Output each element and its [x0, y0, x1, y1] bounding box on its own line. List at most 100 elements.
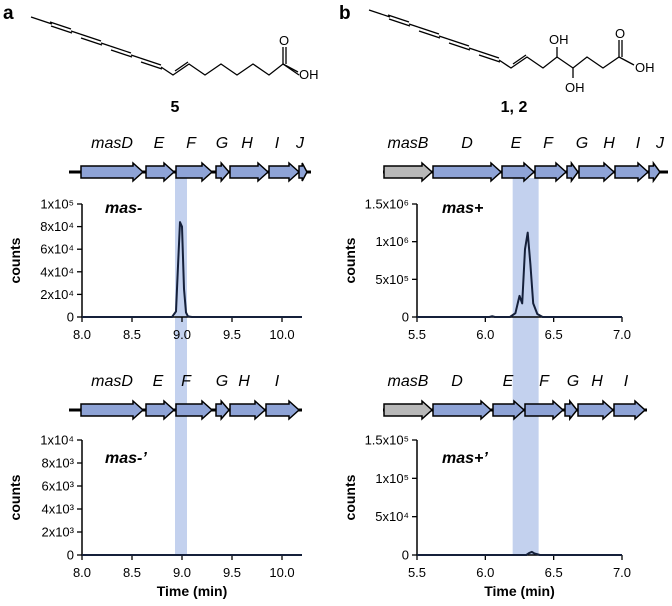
gene-label: F	[181, 373, 192, 390]
x-tick-label: 8.0	[73, 565, 91, 580]
gene-label: G	[216, 135, 228, 152]
gene-arrow	[383, 399, 434, 421]
atom-o: O	[615, 26, 625, 41]
x-tick-label: 5.5	[408, 327, 426, 342]
gene-label: G	[567, 373, 579, 390]
y-tick-label: 2x10⁴	[40, 287, 74, 302]
y-tick-label: 2x10³	[41, 525, 74, 540]
compound-label-a: 5	[171, 99, 180, 116]
gene-arrow	[298, 162, 308, 182]
y-tick-label: 0	[67, 310, 74, 325]
x-tick-label: 7.0	[613, 327, 631, 342]
gene-label: E	[153, 373, 164, 390]
gene-label: I	[636, 135, 641, 152]
chart-0: 8.0 8.5 9.0 9.5 10.0 0 2x10⁴ 4x10⁴ 6x10⁴ 8x10⁴ 1x1…	[7, 197, 302, 342]
structure-1-2	[368, 9, 635, 78]
y-axis-title: counts	[7, 474, 23, 520]
y-tick-label: 1x10⁴	[40, 433, 74, 448]
gene-label: F	[186, 135, 197, 152]
y-tick-label: 6x10⁴	[40, 242, 74, 257]
gene-arrow	[215, 160, 230, 184]
y-tick-label: 4x10⁴	[40, 264, 74, 279]
gene-arrow	[566, 160, 579, 184]
gene-arrow	[578, 161, 616, 183]
highlight-band	[175, 178, 187, 555]
trace-label: mas+	[442, 200, 483, 217]
x-tick-label: 9.0	[173, 565, 191, 580]
gene-label: E	[503, 373, 514, 390]
gene-label: I	[275, 373, 280, 390]
gene-cluster: masB D E F G H I J	[383, 135, 668, 184]
y-tick-label: 0	[402, 310, 409, 325]
y-tick-label: 1.5x10⁶	[365, 197, 409, 212]
gene-arrow	[145, 161, 176, 183]
chart-2: 8.0 8.5 9.0 9.5 10.0 0 2x10³ 4x10³ 6x10³ 8x10³ 1x1…	[7, 433, 302, 599]
x-axis-title: Time (min)	[484, 583, 555, 599]
chromatogram-trace	[417, 231, 622, 318]
gene-label: F	[543, 135, 554, 152]
x-tick-label: 7.0	[613, 565, 631, 580]
gene-arrow	[145, 399, 176, 421]
x-tick-label: 6.5	[545, 565, 563, 580]
atom-oh: OH	[635, 60, 655, 75]
gene-arrow	[614, 161, 650, 183]
gene-label: E	[154, 135, 165, 152]
gene-label: G	[216, 373, 228, 390]
atom-oh: OH	[299, 67, 319, 82]
gene-label: G	[576, 135, 588, 152]
y-tick-label: 5x10⁴	[375, 509, 409, 524]
atom-oh-top: OH	[549, 32, 569, 47]
x-tick-label: 10.0	[269, 327, 294, 342]
gene-arrow	[524, 399, 565, 421]
gene-arrow	[175, 161, 214, 183]
y-axis-title: counts	[342, 237, 358, 283]
panel-label-a: a	[3, 3, 14, 24]
compound-label-b: 1, 2	[501, 99, 528, 116]
trace-label: mas-’	[105, 450, 147, 467]
y-tick-label: 1x10⁶	[375, 234, 409, 249]
gene-label: I	[624, 373, 629, 390]
trace-label: mas-	[105, 200, 142, 217]
gene-label: masD	[91, 373, 133, 390]
y-tick-label: 6x10³	[41, 479, 74, 494]
x-tick-label: 6.0	[476, 565, 494, 580]
chromatogram-trace	[417, 550, 622, 556]
y-tick-label: 0	[402, 548, 409, 563]
gene-cluster: masD E F G H I	[69, 373, 302, 422]
gene-arrow	[534, 161, 568, 183]
gene-arrow	[229, 161, 270, 183]
gene-label: masB	[388, 135, 429, 152]
gene-label: D	[451, 373, 463, 390]
y-tick-label: 1x10⁵	[375, 471, 409, 486]
gene-arrow	[383, 161, 434, 183]
structure-5	[30, 16, 300, 76]
gene-arrow	[80, 161, 145, 183]
gene-label: masD	[91, 135, 133, 152]
gene-cluster: masD E F G H I J	[69, 135, 311, 184]
gene-cluster: masB D E F G H I	[383, 373, 647, 422]
gene-arrow	[432, 161, 503, 183]
gene-arrow	[432, 399, 493, 421]
x-tick-label: 6.5	[545, 327, 563, 342]
gene-label: F	[539, 373, 550, 390]
gene-label: J	[295, 135, 305, 152]
gene-arrow	[175, 399, 214, 421]
y-tick-label: 4x10³	[41, 502, 74, 517]
x-tick-label: 8.5	[123, 327, 141, 342]
y-axis-title: counts	[7, 237, 23, 283]
x-tick-label: 9.5	[223, 565, 241, 580]
x-axis-title: Time (min)	[157, 583, 228, 599]
gene-arrow	[613, 399, 647, 421]
x-tick-label: 10.0	[269, 565, 294, 580]
gene-arrow	[492, 399, 526, 421]
trace-label: mas+’	[442, 450, 488, 467]
y-tick-label: 8x10⁴	[40, 219, 74, 234]
y-tick-label: 0	[67, 548, 74, 563]
gene-arrow	[229, 399, 267, 421]
gene-label: H	[591, 373, 603, 390]
gene-label: H	[603, 135, 615, 152]
chromatogram-trace	[82, 221, 302, 318]
x-tick-label: 6.0	[476, 327, 494, 342]
y-tick-label: 5x10⁵	[375, 272, 409, 287]
